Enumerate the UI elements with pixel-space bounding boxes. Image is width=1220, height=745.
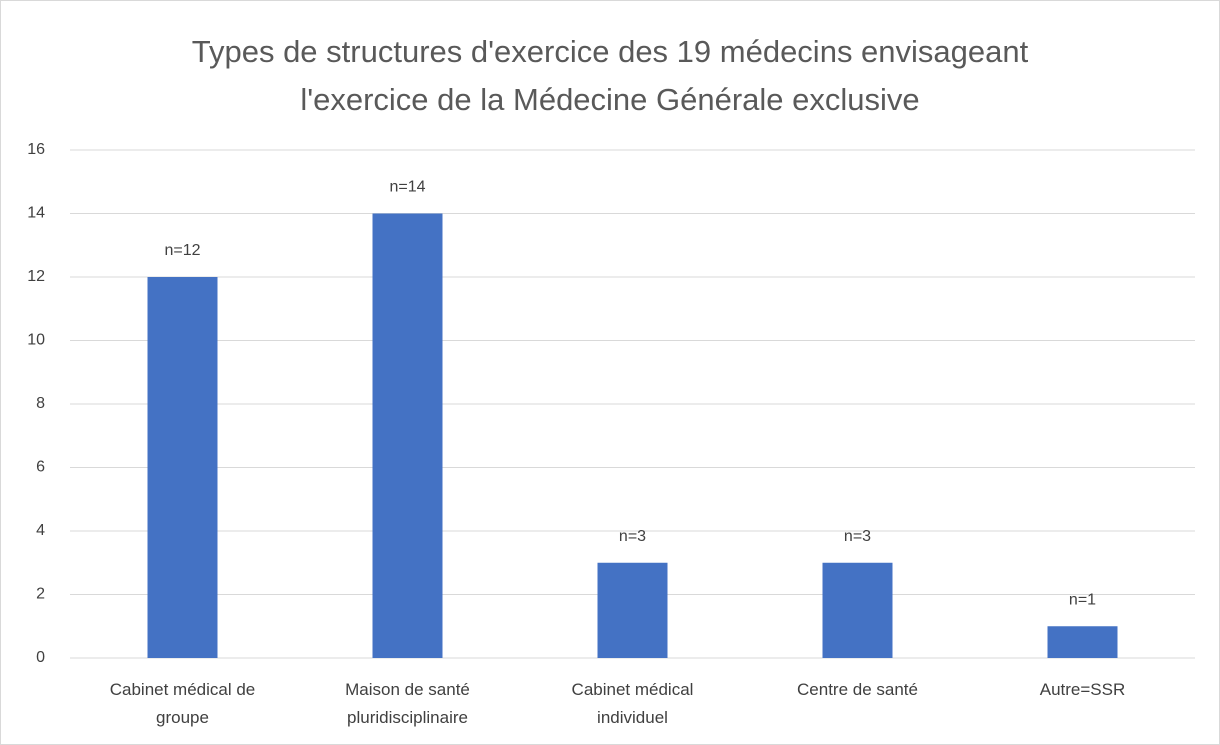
x-tick-label: Autre=SSR	[1039, 680, 1126, 699]
y-tick-label: 6	[36, 459, 45, 476]
y-tick-label: 16	[27, 141, 45, 158]
x-tick-label: Centre de santé	[797, 680, 918, 699]
y-tick-label: 4	[36, 522, 45, 539]
bar	[147, 277, 218, 658]
data-label: n=1	[1069, 591, 1096, 608]
y-tick-label: 10	[27, 332, 45, 349]
data-label: n=3	[844, 528, 871, 545]
y-tick-label: 12	[27, 268, 45, 285]
data-label: n=12	[164, 242, 200, 259]
y-tick-label: 2	[36, 586, 45, 603]
y-tick-label: 0	[36, 649, 45, 666]
x-tick-label: Cabinet médical de groupe	[109, 680, 256, 727]
bar	[822, 562, 893, 658]
chart-title: Types de structures d'exercice des 19 mé…	[191, 34, 1029, 117]
x-tick-label: Maison de santé pluridisciplinaire	[345, 680, 470, 727]
y-tick-label: 8	[36, 395, 45, 412]
y-tick-label: 14	[27, 205, 45, 222]
bar	[597, 562, 668, 658]
bar	[372, 213, 443, 658]
data-label: n=3	[619, 528, 646, 545]
x-tick-label: Cabinet médical individuel	[571, 680, 694, 727]
bar	[1047, 626, 1118, 658]
data-label: n=14	[389, 179, 425, 196]
